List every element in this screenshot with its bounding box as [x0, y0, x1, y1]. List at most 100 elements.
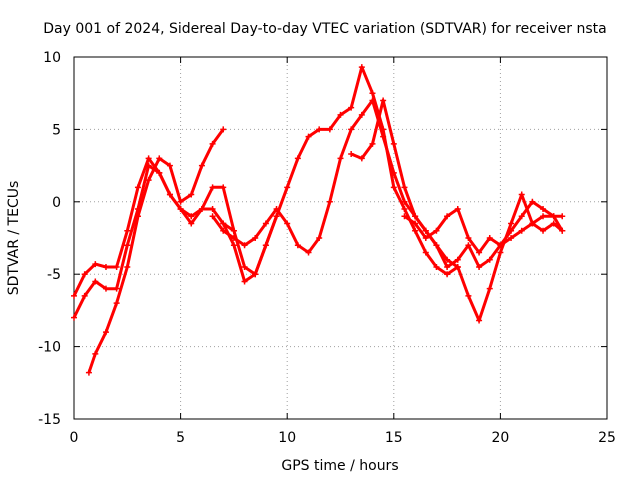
x-axis-label: GPS time / hours: [281, 458, 398, 474]
data-point: [412, 213, 419, 220]
data-point: [476, 263, 483, 270]
data-point: [465, 235, 472, 241]
data-point: [433, 227, 440, 234]
data-point: [476, 317, 483, 324]
data-point: [71, 314, 77, 321]
data-point: [454, 263, 461, 270]
data-point: [209, 184, 216, 191]
y-tick-label: 5: [52, 122, 61, 138]
data-point: [444, 271, 451, 278]
series-track-1: [72, 164, 235, 319]
y-axis-label: SDTVAR / TECUs: [6, 181, 22, 296]
x-tick-label: 20: [491, 430, 509, 446]
series-track-2: [87, 128, 225, 374]
data-point: [102, 285, 109, 292]
series-track-7-markers: [401, 198, 566, 256]
data-point: [316, 126, 323, 133]
data-point: [401, 184, 408, 191]
data-point: [508, 220, 515, 227]
data-point: [188, 191, 195, 198]
data-point: [486, 235, 493, 241]
data-point: [177, 206, 184, 213]
data-point: [305, 249, 312, 256]
data-point: [518, 227, 525, 234]
data-point: [85, 369, 92, 376]
data-point: [209, 140, 216, 147]
x-tick-label: 25: [598, 430, 616, 446]
data-point: [497, 249, 504, 256]
data-point: [209, 213, 216, 220]
data-point: [401, 206, 408, 213]
data-point: [454, 206, 461, 213]
data-point: [156, 155, 163, 162]
x-tick-label: 5: [176, 430, 185, 446]
data-point: [230, 242, 237, 249]
data-point: [113, 263, 120, 270]
data-point: [550, 220, 557, 227]
data-point: [540, 206, 547, 213]
data-point: [241, 242, 248, 249]
series-track-5: [221, 65, 564, 322]
data-point: [390, 140, 397, 147]
series-track-7: [403, 200, 563, 254]
data-point: [81, 292, 88, 299]
data-point: [326, 126, 333, 133]
data-point: [241, 263, 248, 270]
data-point: [454, 256, 461, 263]
data-point: [412, 227, 419, 234]
data-point: [102, 263, 109, 270]
data-point: [337, 155, 344, 162]
data-point: [92, 261, 99, 268]
data-point: [326, 198, 333, 205]
data-point: [262, 220, 269, 227]
data-point: [337, 111, 344, 118]
data-point: [230, 227, 237, 234]
data-point: [156, 169, 163, 176]
data-point: [508, 227, 515, 234]
data-point: [540, 227, 547, 234]
x-tick-label: 0: [70, 430, 79, 446]
data-point: [220, 126, 227, 133]
y-tick-label: -10: [38, 340, 61, 356]
data-point: [113, 285, 120, 292]
data-point: [540, 213, 547, 220]
x-tick-label: 15: [385, 430, 403, 446]
data-point: [145, 155, 152, 162]
data-point: [305, 133, 312, 140]
data-point: [380, 126, 387, 133]
data-point: [348, 104, 355, 111]
data-point: [294, 155, 301, 162]
plot-frame: [73, 56, 608, 420]
data-point: [380, 97, 387, 104]
data-point: [188, 213, 195, 220]
series-track-6-markers: [348, 97, 566, 270]
data-point: [358, 155, 365, 162]
data-point: [273, 213, 280, 220]
data-series: [71, 64, 566, 376]
data-point: [81, 271, 88, 278]
data-point: [390, 184, 397, 191]
data-point: [529, 220, 536, 227]
data-point: [444, 213, 451, 220]
data-point: [508, 235, 515, 241]
x-tick-label: 10: [278, 430, 296, 446]
data-point: [166, 191, 173, 198]
data-point: [433, 242, 440, 249]
data-point: [284, 184, 291, 191]
data-point: [316, 235, 323, 241]
data-point: [518, 191, 525, 198]
data-point: [241, 278, 248, 285]
data-point: [284, 220, 291, 227]
chart-title: Day 001 of 2024, Sidereal Day-to-day VTE…: [43, 21, 606, 37]
y-tick-label: 0: [52, 195, 61, 211]
series-track-5-markers: [220, 64, 566, 324]
data-point: [497, 242, 504, 249]
data-point: [198, 162, 205, 169]
y-tick-label: -15: [38, 412, 61, 428]
data-point: [220, 220, 227, 227]
data-point: [401, 213, 408, 220]
data-point: [92, 278, 99, 285]
data-point: [422, 227, 429, 234]
data-point: [358, 111, 365, 118]
data-point: [188, 220, 195, 227]
